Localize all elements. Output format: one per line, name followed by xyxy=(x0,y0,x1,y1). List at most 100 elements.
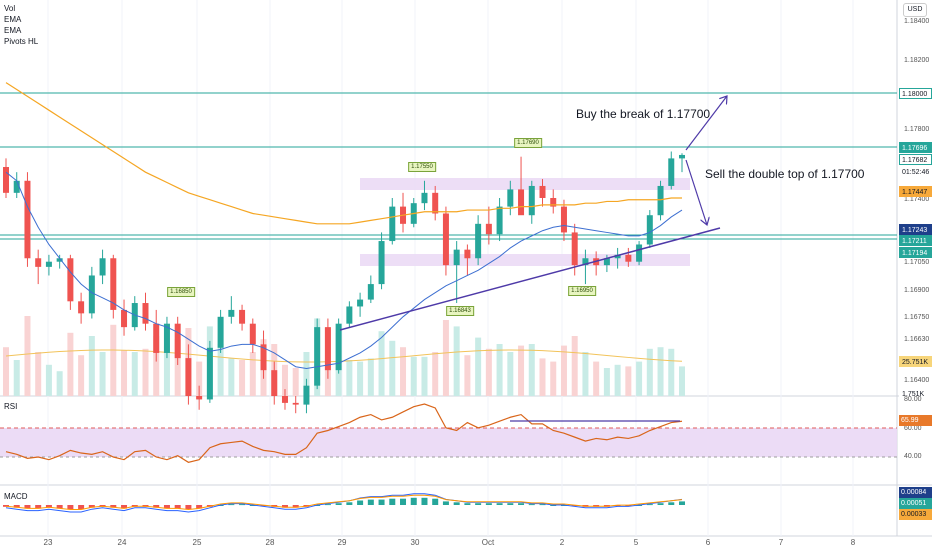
volume-bar xyxy=(153,336,160,396)
price-tag: 1.17194 xyxy=(899,247,932,258)
macd-bar xyxy=(45,505,52,508)
volume-bar xyxy=(24,316,31,396)
price-axis-label: 1.17400 xyxy=(904,196,930,203)
volume-bar xyxy=(163,345,170,396)
candle-body xyxy=(346,306,353,324)
price-tag: 25.751K xyxy=(899,356,932,367)
volume-bar xyxy=(346,360,353,396)
macd-value-tag: 0.00033 xyxy=(899,509,932,520)
indicator-pivots[interactable]: Pivots HL xyxy=(4,37,39,46)
volume-bar xyxy=(560,345,567,396)
pivot-label: 1.17690 xyxy=(514,138,542,148)
date-label: 7 xyxy=(778,538,784,547)
macd-bar xyxy=(679,501,685,505)
candle-body xyxy=(378,241,385,285)
candle-body xyxy=(3,167,9,193)
macd-bar xyxy=(453,502,460,505)
pivot-label: 1.16950 xyxy=(568,286,596,296)
candle-body xyxy=(324,327,331,371)
price-tag: 1.17211 xyxy=(899,235,932,246)
price-axis-label: 1.16900 xyxy=(904,287,930,294)
volume-bar xyxy=(625,366,632,396)
macd-bar xyxy=(357,500,364,505)
volume-bar xyxy=(88,336,95,396)
macd-bar xyxy=(174,505,181,509)
candle-body xyxy=(614,254,621,259)
candle-body xyxy=(582,258,589,266)
candle-body xyxy=(603,258,610,266)
macd-bar xyxy=(228,504,235,506)
volume-bar xyxy=(13,360,20,396)
rsi-axis-label: 80.00 xyxy=(904,396,922,403)
macd-bar xyxy=(88,505,95,508)
candle-body xyxy=(421,192,428,204)
rsi-line xyxy=(5,403,683,463)
candle-body xyxy=(432,192,439,214)
rsi-axis-label: 60.00 xyxy=(904,425,922,432)
macd-bar xyxy=(56,505,63,509)
candle-body xyxy=(507,189,514,207)
date-label: 28 xyxy=(265,538,275,547)
macd-bar xyxy=(400,498,407,505)
date-label: 24 xyxy=(117,538,127,547)
candle-body xyxy=(185,358,192,396)
macd-bar xyxy=(389,498,396,505)
macd-bar xyxy=(518,503,525,505)
macd-value-tag: 0.00084 xyxy=(899,487,932,498)
macd-bar xyxy=(292,505,299,508)
candle-body xyxy=(668,158,675,186)
candle-body xyxy=(485,223,492,235)
candle-body xyxy=(314,327,321,386)
macd-bar xyxy=(67,505,74,510)
rsi-title[interactable]: RSI xyxy=(4,402,18,411)
rsi-axis-label: 40.00 xyxy=(904,453,922,460)
candle-body xyxy=(625,254,632,262)
volume-bar xyxy=(3,347,9,396)
indicator-ema-2[interactable]: EMA xyxy=(4,26,22,35)
price-tag: 1.17447 xyxy=(899,186,932,197)
candle-body xyxy=(271,370,278,396)
candle-body xyxy=(249,323,256,345)
candle-body xyxy=(528,185,535,216)
macd-title[interactable]: MACD xyxy=(4,492,28,501)
volume-bar xyxy=(281,364,288,396)
price-tag: 01:52:46 xyxy=(899,166,932,177)
indicator-ema-1[interactable]: EMA xyxy=(4,15,22,24)
candle-body xyxy=(142,303,149,324)
macd-bar xyxy=(121,505,128,509)
price-axis-label: 1.18200 xyxy=(904,57,930,64)
indicator-vol[interactable]: Vol xyxy=(4,4,16,13)
volume-bar xyxy=(303,352,310,396)
candle-body xyxy=(88,275,95,314)
macd-bar xyxy=(13,505,20,508)
volume-bar xyxy=(550,361,557,396)
pivot-label: 1.16850 xyxy=(167,287,195,297)
volume-bar xyxy=(442,320,449,396)
volume-bar xyxy=(646,348,653,396)
pivot-label: 1.17550 xyxy=(408,162,436,172)
date-label: 5 xyxy=(633,538,639,547)
candle-body xyxy=(260,344,267,371)
currency-label[interactable]: USD xyxy=(903,3,927,17)
sell-annotation: Sell the double top of 1.17700 xyxy=(705,167,865,181)
candle-body xyxy=(539,185,546,198)
macd-bar xyxy=(78,505,85,510)
sell-arrow xyxy=(685,159,707,225)
candle-body xyxy=(35,258,42,267)
candle-body xyxy=(496,206,503,235)
buy-annotation: Buy the break of 1.17700 xyxy=(576,107,711,121)
price-axis-label: 1.16750 xyxy=(904,314,930,321)
candle-body xyxy=(367,284,374,300)
volume-bar xyxy=(357,361,364,396)
volume-bar xyxy=(614,364,621,396)
price-axis-label: 1.16630 xyxy=(904,336,930,343)
macd-bar xyxy=(196,505,203,509)
volume-bar xyxy=(496,344,503,396)
candle-body xyxy=(464,249,471,259)
macd-bar xyxy=(432,498,439,505)
price-tag: 1.17696 xyxy=(899,142,932,153)
macd-bar xyxy=(496,503,503,505)
candle-body xyxy=(292,402,299,405)
